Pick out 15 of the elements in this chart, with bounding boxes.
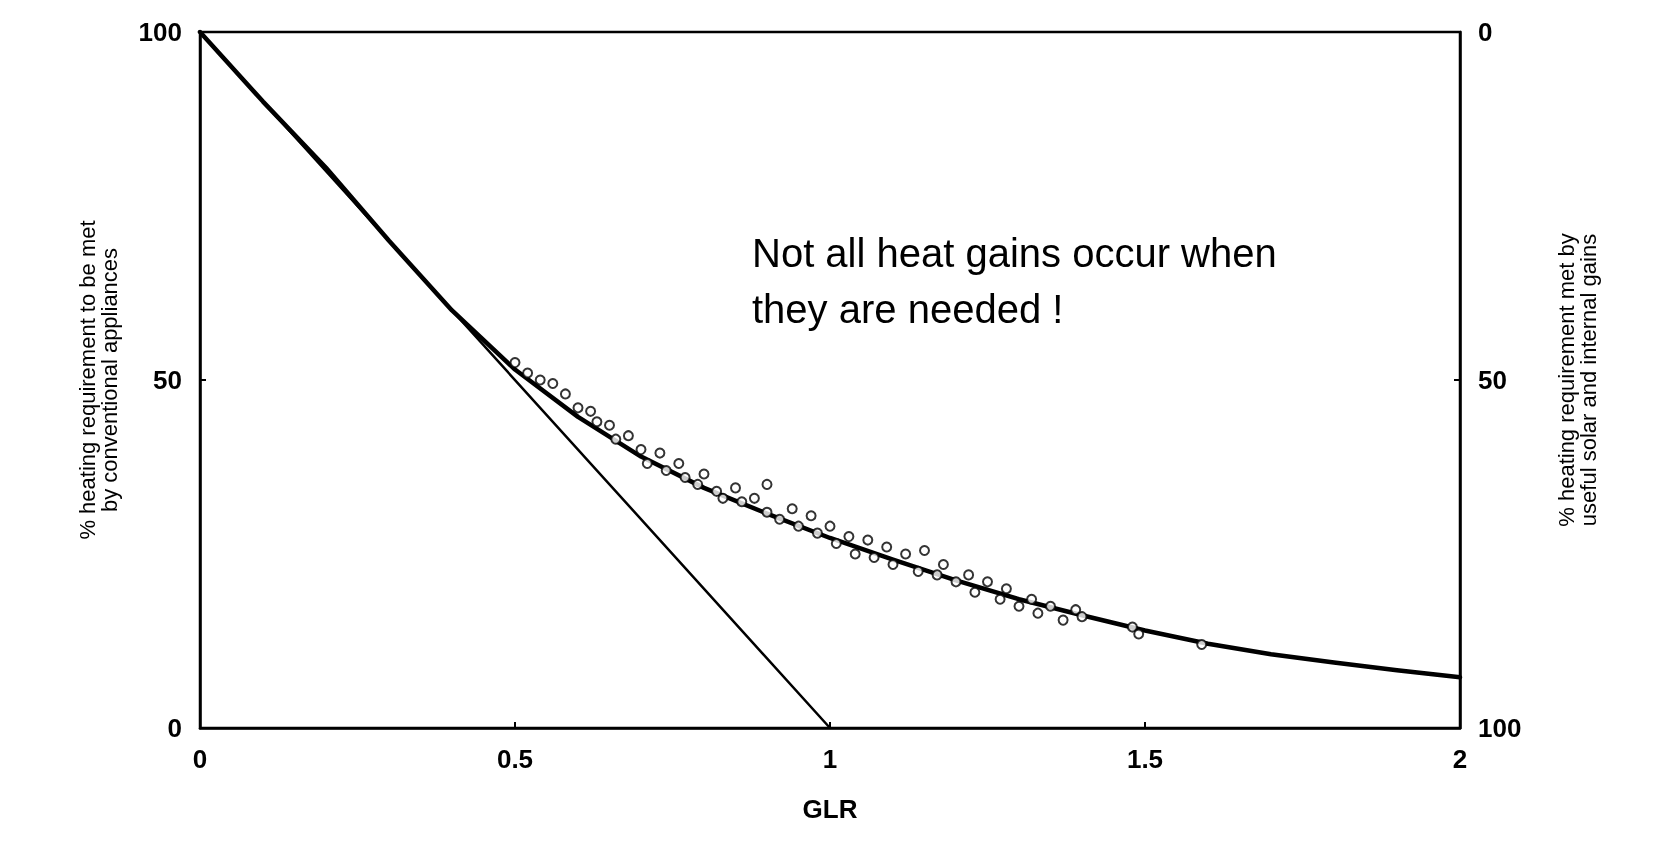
x-axis-title: GLR (802, 794, 858, 824)
y-axis-title: % heating requirement to be met by conventional appliances (74, 220, 122, 540)
y2-tick-label: 100 (1478, 713, 1522, 743)
x-tick-label: 0.5 (496, 744, 534, 774)
x-tick-label: 1.5 (1126, 744, 1164, 774)
y2-tick-label: 0 (1478, 17, 1493, 47)
y2-axis-title: % heating requirement met by useful solar and internal gains (1553, 233, 1601, 527)
y-tick-label: 0 (167, 713, 182, 743)
annotation: Not all heat gains occur when they are needed ! (752, 231, 1277, 331)
x-tick-label: 0 (192, 744, 208, 774)
y2-tick-label: 50 (1478, 365, 1507, 395)
y-tick-label: 50 (153, 365, 182, 395)
y-tick-label: 100 (138, 17, 182, 47)
x-tick-label: 2 (1452, 744, 1468, 774)
x-tick-label: 1 (822, 744, 838, 774)
